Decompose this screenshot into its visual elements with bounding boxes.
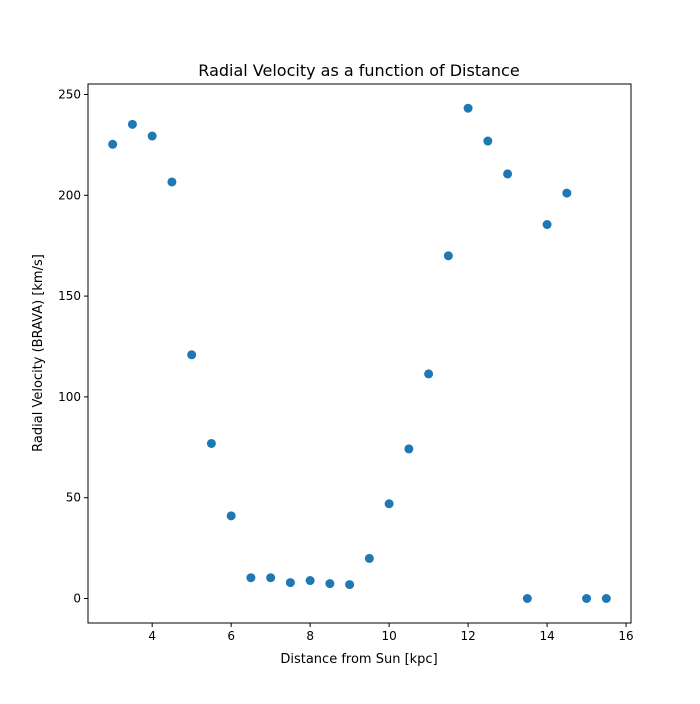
data-point xyxy=(424,369,434,379)
x-tick-label: 4 xyxy=(148,629,156,643)
data-point xyxy=(463,103,473,113)
data-point xyxy=(246,573,256,583)
data-point xyxy=(226,511,236,521)
x-tick-label: 12 xyxy=(460,629,475,643)
axis-ticks: 4 6 8 10 12 14 16 0 50 100 150 200 250 xyxy=(58,87,634,643)
data-point xyxy=(601,594,611,604)
data-point xyxy=(364,553,374,563)
x-axis-label: Distance from Sun [kpc] xyxy=(280,652,437,667)
y-tick-label: 0 xyxy=(73,592,81,606)
y-tick-label: 150 xyxy=(58,289,81,303)
data-point xyxy=(582,594,592,604)
data-point xyxy=(127,119,137,129)
data-point xyxy=(384,499,394,509)
data-point xyxy=(443,251,453,261)
data-point xyxy=(542,220,552,230)
data-point xyxy=(503,169,513,179)
y-tick-label: 200 xyxy=(58,188,81,202)
data-point xyxy=(483,136,493,146)
data-point xyxy=(108,139,118,149)
y-tick-label: 50 xyxy=(66,491,81,505)
data-point xyxy=(404,444,414,454)
data-point xyxy=(305,576,315,586)
data-point xyxy=(522,594,532,604)
data-point xyxy=(206,438,216,448)
x-tick-label: 10 xyxy=(381,629,396,643)
data-point xyxy=(345,580,355,590)
data-point xyxy=(562,188,572,198)
chart-title: Radial Velocity as a function of Distanc… xyxy=(198,61,519,80)
data-point xyxy=(167,177,177,187)
plot-frame xyxy=(87,83,632,624)
data-point xyxy=(285,578,295,588)
x-tick-label: 14 xyxy=(539,629,554,643)
x-tick-label: 16 xyxy=(618,629,633,643)
y-axis-label: Radial Velocity (BRAVA) [km/s] xyxy=(31,254,46,452)
y-tick-label: 100 xyxy=(58,390,81,404)
data-point xyxy=(325,579,335,589)
x-tick-label: 8 xyxy=(306,629,314,643)
data-point xyxy=(187,350,197,360)
data-points xyxy=(108,103,611,604)
data-point xyxy=(147,131,157,141)
y-tick-label: 250 xyxy=(58,87,81,101)
x-tick-label: 6 xyxy=(227,629,235,643)
data-point xyxy=(266,573,276,583)
